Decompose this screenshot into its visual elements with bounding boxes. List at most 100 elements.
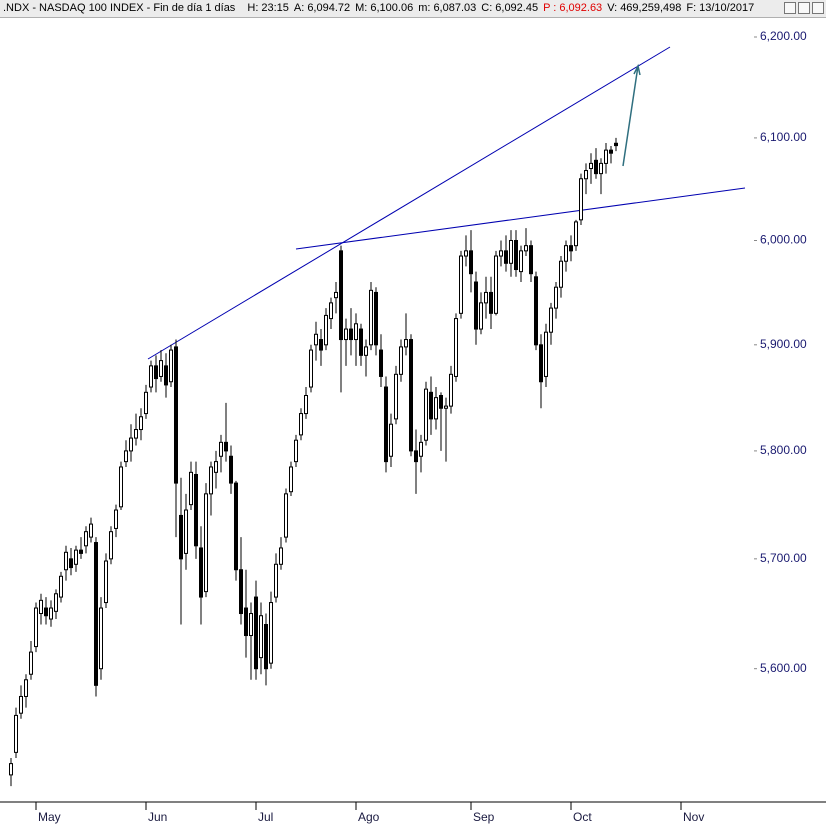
candle-body [264,624,268,670]
candle-body [409,339,413,452]
candle-body [189,471,193,506]
candle-body [589,162,593,170]
arrow-head [633,63,641,76]
info-value: 6,092.45 [495,2,539,14]
candle-body [159,360,163,377]
candle-body [454,318,458,377]
candle-body [59,575,63,598]
info-label: M: [355,2,368,14]
candle-body [564,245,568,262]
info-value: 6,092.63 [559,2,603,14]
candle-body [119,466,123,508]
info-label: H: [247,2,259,14]
candle-body [209,466,213,495]
y-tick-label: 6,100.00 [760,130,807,144]
candle-body [579,178,583,221]
candle-body [319,339,323,351]
candle-body [139,416,143,431]
candle-body [559,260,563,288]
candle-body [79,549,83,554]
info-label: A: [293,2,305,14]
info-label: m: [418,2,431,14]
candle-body [414,450,418,463]
candle-body [164,365,168,386]
candle-body [149,365,153,388]
candle-body [569,245,573,252]
candle-body [549,307,553,333]
candle-body [289,466,293,493]
candle-body [14,714,18,753]
candle-body [429,391,433,420]
candle-body [364,346,368,356]
candle-body [94,542,98,686]
candle-body [244,607,248,637]
minimize-button[interactable] [784,2,796,14]
candle-body [24,679,28,697]
candle-body [44,607,48,617]
candle-body [174,346,178,484]
info-value: 23:15 [261,2,289,14]
candle-body [54,593,58,612]
y-tick-label: 6,200.00 [760,29,807,43]
candle-body [554,286,558,309]
candle-body [224,441,228,452]
candle-body [334,291,338,299]
candle-body [419,441,423,457]
candle-body [424,388,428,441]
x-tick-label: Nov [683,810,704,824]
candle-body [144,391,148,415]
y-tick-label: 5,900.00 [760,337,807,351]
y-tick-label: 5,700.00 [760,551,807,565]
candle-body [74,549,78,565]
candle-body [9,763,13,776]
candle-body [539,344,543,383]
candle-body [304,395,308,415]
candle-body [459,255,463,314]
candle-body [374,291,378,346]
candle-body [494,255,498,314]
maximize-button[interactable] [798,2,810,14]
close-button[interactable] [812,2,824,14]
x-tick-label: Ago [358,810,380,824]
candle-body [84,531,88,547]
candle-body [89,523,93,538]
candle-body [489,291,493,314]
candle-body [69,558,73,569]
window-buttons [784,2,824,14]
candle-body [574,221,578,247]
info-fields: H: 23:15 A: 6,094.72 M: 6,100.06 m: 6,087.03 C: 6… [242,2,754,14]
info-label: C: [481,2,493,14]
candle-body [114,509,118,529]
candle-body [404,339,408,348]
info-label: P : [543,2,557,14]
candle-body [134,429,138,439]
info-value: 6,100.06 [370,2,414,14]
candle-body [449,373,453,407]
candle-body [529,245,533,275]
info-value: 6,087.03 [433,2,477,14]
trend-line [147,46,671,360]
candle-body [369,289,373,346]
candle-body [394,373,398,420]
candle-body [324,314,328,346]
candle-body [499,250,503,257]
candle-body [154,365,158,380]
candle-body [109,531,113,560]
candle-body [434,397,438,420]
info-value: 13/10/2017 [699,2,755,14]
candle-body [484,291,488,304]
candle-body [469,250,473,275]
candle-body [199,547,203,598]
candle-body [534,276,538,346]
candle-body [229,455,233,484]
candle-body [214,461,218,473]
candle-body [194,473,198,547]
candle-body [604,149,608,164]
candle-body [614,142,618,147]
candle-body [609,149,613,154]
candle-body [384,386,388,463]
candle-body [19,695,23,714]
x-tick-label: Sep [473,810,495,824]
candle-body [389,423,393,457]
candle-body [514,239,518,271]
